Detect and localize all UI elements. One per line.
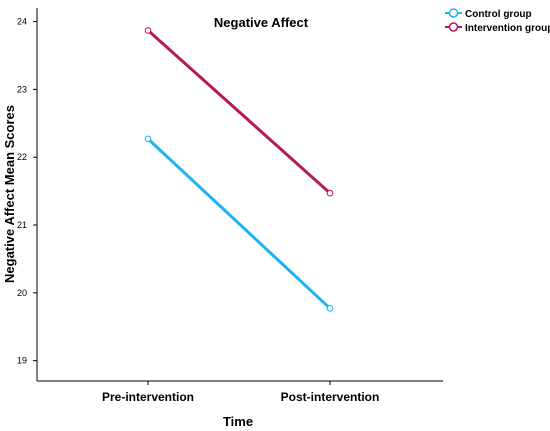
legend-marker xyxy=(448,22,459,32)
x-axis-title: Time xyxy=(223,414,253,429)
data-point xyxy=(326,305,334,312)
y-tick-label: 23 xyxy=(17,84,27,94)
series-layer xyxy=(144,27,334,312)
x-tick-labels: Pre-intervention Post-intervention xyxy=(102,381,379,404)
data-point xyxy=(144,27,152,34)
legend-marker xyxy=(448,8,459,18)
y-tick-label: 19 xyxy=(17,356,27,366)
legend-label: Intervention group xyxy=(465,23,550,34)
y-tick-label: 21 xyxy=(17,220,27,230)
y-tick-label: 20 xyxy=(17,288,27,298)
legend: Control group Intervention group xyxy=(445,8,550,34)
y-axis-title: Negative Affect Mean Scores xyxy=(2,105,17,283)
y-tick-label: 24 xyxy=(17,17,27,27)
chart-title: Negative Affect xyxy=(214,15,309,30)
data-point xyxy=(144,135,152,143)
y-tick-labels: 19 20 21 22 23 24 xyxy=(17,17,37,366)
plot-area xyxy=(36,8,443,382)
y-tick-label: 22 xyxy=(17,152,27,162)
series-line-intervention xyxy=(146,28,332,195)
series-line-control xyxy=(146,137,332,310)
legend-label: Control group xyxy=(465,9,532,20)
x-tick-label: Post-intervention xyxy=(281,390,380,404)
x-tick-label: Pre-intervention xyxy=(102,390,194,404)
data-point xyxy=(326,189,334,197)
